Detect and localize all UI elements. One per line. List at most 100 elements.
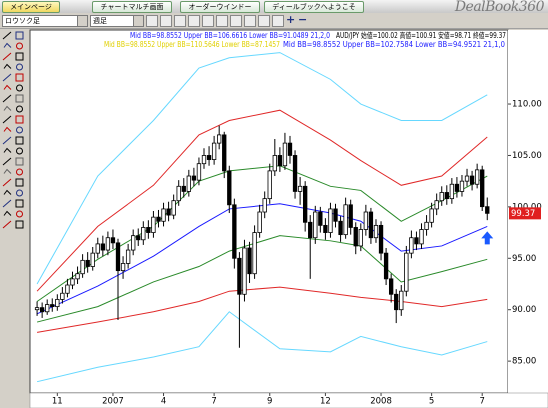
zoom-out-button[interactable]: −: [298, 13, 308, 26]
tool-icon[interactable]: [2, 178, 12, 187]
tool-icon[interactable]: [15, 73, 24, 82]
tool-icon[interactable]: [16, 126, 23, 134]
tool-icon[interactable]: [16, 210, 23, 218]
tool-icon[interactable]: [3, 168, 12, 174]
candle-body: [474, 169, 480, 185]
y-axis-area: [508, 30, 548, 393]
tool-icon[interactable]: [2, 31, 12, 40]
toolbar-button[interactable]: [202, 15, 214, 27]
x-tick-label: 2007: [102, 397, 124, 407]
candle-body: [100, 243, 106, 251]
candle-body: [39, 307, 45, 313]
tool-icon[interactable]: [2, 157, 12, 166]
toolbar-button[interactable]: [258, 15, 270, 27]
toolbar-button[interactable]: [188, 15, 200, 27]
candle-body: [328, 208, 333, 233]
tool-icon[interactable]: [3, 126, 12, 132]
band-line: [36, 235, 488, 323]
plot-layer: [34, 52, 490, 383]
tool-palette: [0, 29, 28, 408]
toolbar-button[interactable]: [216, 15, 228, 27]
tool-icon[interactable]: [15, 178, 24, 187]
tool-icon[interactable]: [15, 94, 24, 103]
candle-body: [262, 198, 267, 213]
tool-icon[interactable]: [16, 84, 23, 92]
tool-icon[interactable]: [15, 199, 24, 208]
tool-icon[interactable]: [2, 52, 12, 61]
candle-body: [485, 206, 490, 214]
last-price-tag: [509, 207, 541, 220]
y-tick-label: 105.00: [512, 151, 542, 161]
candle-body: [358, 229, 363, 247]
candle-body: [419, 229, 424, 245]
tool-icon[interactable]: [3, 210, 12, 216]
tab[interactable]: オーダーウインドー: [180, 1, 260, 13]
tool-icon[interactable]: [15, 136, 24, 145]
candle-body: [55, 299, 60, 308]
tab[interactable]: ディールブックへようこそ: [264, 1, 364, 13]
tool-icon[interactable]: [3, 63, 12, 69]
tool-icon[interactable]: [3, 105, 12, 111]
candle-body: [136, 235, 141, 241]
toolbar-button[interactable]: [272, 15, 284, 27]
toolbar-button[interactable]: [244, 15, 256, 27]
tool-icon[interactable]: [2, 199, 12, 208]
tool-icon[interactable]: [16, 189, 23, 197]
tool-icon[interactable]: [2, 136, 12, 145]
candle-body: [363, 211, 369, 230]
candle-body: [196, 163, 202, 181]
toolbar-button[interactable]: [174, 15, 186, 27]
candle-body: [257, 211, 262, 233]
tool-icon[interactable]: [15, 115, 24, 124]
tool-icon[interactable]: [3, 84, 12, 90]
candle-body: [424, 221, 429, 230]
tool-icon[interactable]: [16, 147, 23, 155]
candle-body: [323, 224, 328, 233]
tab[interactable]: メインページ: [2, 1, 60, 13]
tool-icon[interactable]: [2, 94, 12, 103]
candle-body: [399, 290, 404, 311]
band-line: [36, 286, 488, 333]
candle-body: [469, 175, 475, 185]
tool-icon[interactable]: [15, 52, 24, 61]
x-tick-label: 7: [479, 397, 484, 407]
tool-icon[interactable]: [16, 42, 23, 50]
candle-body: [45, 304, 50, 313]
candle-body: [227, 170, 232, 206]
candle-body: [186, 175, 191, 192]
toolbar-button[interactable]: [160, 15, 172, 27]
candle-body: [166, 208, 171, 216]
candle-body: [70, 278, 75, 286]
tool-icon[interactable]: [2, 73, 12, 82]
candle-body: [141, 227, 146, 241]
candle-body: [429, 208, 434, 223]
tool-icon[interactable]: [3, 42, 12, 48]
zoom-in-button[interactable]: +: [286, 13, 296, 26]
tool-icon[interactable]: [15, 157, 24, 166]
chart-type-select[interactable]: ロウソク足: [2, 15, 88, 27]
tool-icon[interactable]: [3, 147, 12, 153]
tool-icon[interactable]: [2, 220, 12, 229]
candle-body: [282, 142, 288, 167]
tool-icon[interactable]: [16, 105, 23, 113]
y-tick-label: 110.00: [512, 100, 542, 110]
toolbar-button[interactable]: [230, 15, 242, 27]
tool-icon[interactable]: [15, 31, 24, 40]
tool-icon[interactable]: [3, 189, 12, 195]
tab[interactable]: チャートマルチ画面: [92, 1, 172, 13]
period-select[interactable]: 週足: [90, 15, 144, 27]
candle-body: [181, 185, 186, 192]
candle-body: [151, 216, 156, 233]
candle-body: [60, 292, 65, 300]
tool-icon[interactable]: [16, 63, 23, 71]
x-axis-area: [29, 392, 548, 408]
tool-icon[interactable]: [16, 168, 23, 176]
toolbar-button[interactable]: [146, 15, 158, 27]
tool-icon[interactable]: [15, 220, 24, 229]
candle-body: [217, 134, 222, 144]
candle-body: [267, 170, 272, 200]
candle-body: [156, 216, 161, 222]
tool-icon[interactable]: [2, 115, 12, 124]
